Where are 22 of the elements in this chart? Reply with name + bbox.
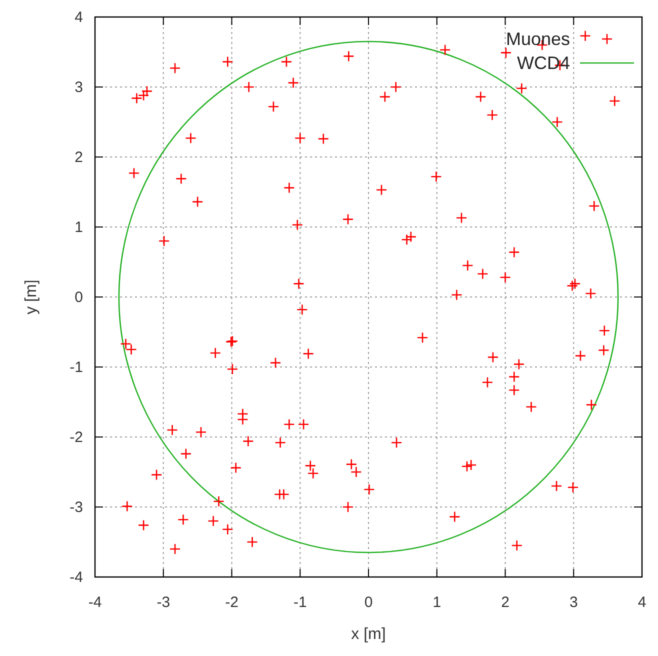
- legend-label: Muones: [506, 29, 570, 49]
- y-tick-label: 4: [74, 9, 83, 26]
- x-tick-label: -1: [293, 594, 307, 611]
- y-axis-title: y [m]: [23, 280, 40, 314]
- x-tick-label: -3: [156, 594, 170, 611]
- x-tick-label: 1: [432, 594, 442, 611]
- x-tick-label: 2: [501, 594, 510, 611]
- y-tick-label: -2: [70, 429, 83, 446]
- x-axis-title: x [m]: [351, 626, 386, 643]
- y-tick-label: -4: [70, 569, 83, 586]
- x-tick-label: 0: [364, 594, 373, 611]
- y-tick-label: 2: [74, 149, 83, 166]
- y-tick-label: 1: [74, 219, 83, 236]
- x-tick-label: -2: [225, 594, 238, 611]
- x-tick-label: 4: [638, 594, 646, 611]
- y-tick-label: 3: [74, 79, 83, 96]
- y-tick-label: -1: [70, 359, 83, 376]
- x-tick-label: 3: [569, 594, 578, 611]
- x-tick-label: -4: [88, 594, 102, 611]
- y-tick-label: 0: [74, 289, 83, 306]
- annotation: WCD4: [517, 53, 570, 73]
- y-tick-label: -3: [70, 499, 83, 516]
